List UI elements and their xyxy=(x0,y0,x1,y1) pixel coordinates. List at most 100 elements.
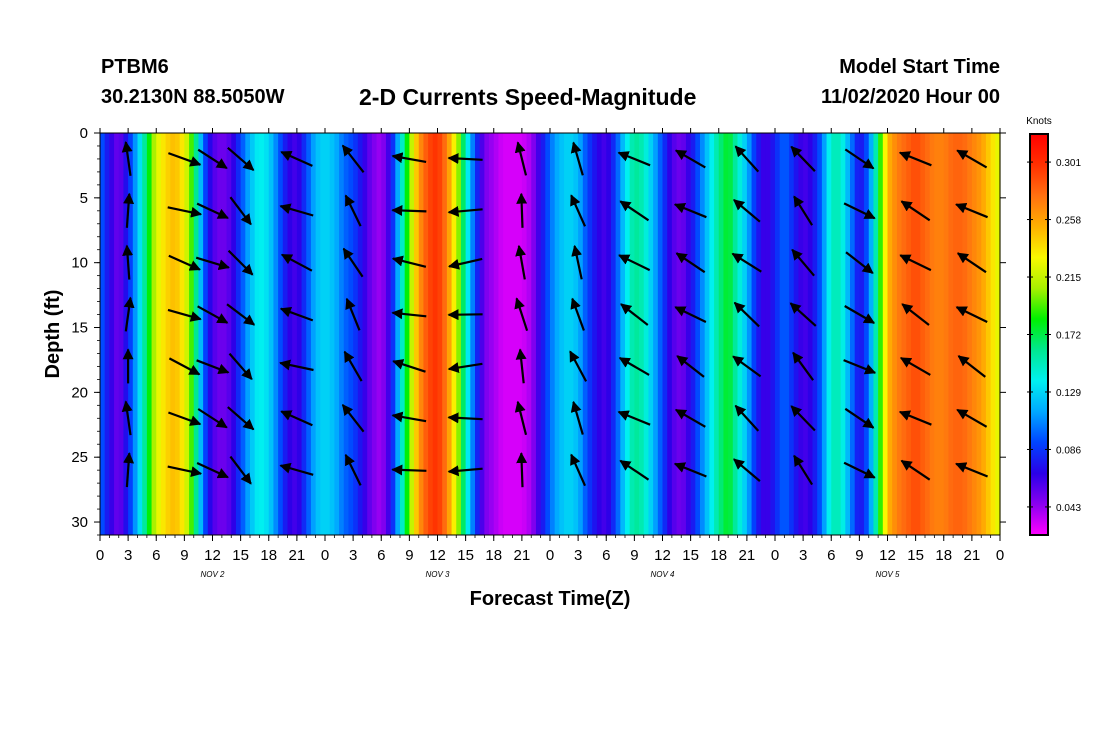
current-vector xyxy=(229,455,252,485)
heatmap-cell xyxy=(278,133,284,535)
x-tick-label: 9 xyxy=(180,547,188,564)
heatmap-cell xyxy=(221,133,228,535)
heatmap-cell xyxy=(306,133,312,535)
y-tick-label: 15 xyxy=(71,320,88,337)
heatmap-cell xyxy=(189,133,195,535)
heatmap-cell xyxy=(559,133,565,535)
heatmap-cell xyxy=(976,133,982,535)
current-vector xyxy=(196,462,229,479)
current-vector xyxy=(515,244,527,280)
current-vector xyxy=(279,306,314,322)
current-vector xyxy=(197,408,228,429)
x-tick-label: 21 xyxy=(289,547,306,564)
current-vector xyxy=(514,400,528,436)
heatmap-cell xyxy=(878,133,884,535)
heatmap-cell xyxy=(835,133,842,535)
current-vector xyxy=(790,405,816,432)
current-vector xyxy=(733,458,761,482)
heatmap-cell xyxy=(756,133,762,535)
heatmap-cell xyxy=(821,133,828,535)
heatmap-cell xyxy=(460,133,467,535)
heatmap-cell xyxy=(217,133,223,535)
heatmap-cell xyxy=(446,133,453,535)
y-axis: 0 5 10 15 20 25 30 xyxy=(71,125,1006,536)
heatmap-cell xyxy=(601,133,607,535)
current-vector xyxy=(899,254,932,272)
colorbar-label: 0.172 xyxy=(1056,331,1081,342)
current-vector xyxy=(791,248,815,277)
heatmap-cell xyxy=(812,133,818,535)
heatmap-cell xyxy=(184,133,190,535)
heatmap-cell xyxy=(850,133,856,535)
x-tick-label: 0 xyxy=(96,547,104,564)
heatmap-cell xyxy=(582,133,589,535)
heatmap-cell xyxy=(390,133,396,535)
current-vector xyxy=(674,149,706,169)
current-vector xyxy=(570,400,584,435)
colorbar-label: 0.043 xyxy=(1056,503,1081,514)
heatmap-cell xyxy=(381,133,387,535)
heatmap-cell xyxy=(329,133,335,535)
current-vector xyxy=(676,355,705,378)
heatmap-cell xyxy=(395,133,401,535)
heatmap-cell xyxy=(165,133,171,535)
heatmap-cell xyxy=(507,133,514,535)
heatmap-cell xyxy=(615,133,621,535)
heatmap-cell xyxy=(657,133,664,535)
heatmap-cell xyxy=(146,133,153,535)
heatmap-cell xyxy=(531,133,537,535)
current-vector xyxy=(570,194,587,227)
heatmap-cell xyxy=(906,133,912,535)
current-vector xyxy=(844,407,875,429)
heatmap-cell xyxy=(681,133,687,535)
current-vector xyxy=(733,301,760,328)
heatmap-cell xyxy=(451,133,457,535)
current-vector xyxy=(673,462,707,478)
heatmap-cell xyxy=(873,133,879,535)
current-vector xyxy=(793,195,814,226)
heatmap-cell xyxy=(606,133,612,535)
colorbar-label: 0.215 xyxy=(1056,273,1081,284)
x-tick-label: 12 xyxy=(879,547,896,564)
heatmap-cell xyxy=(521,133,528,535)
current-vector xyxy=(955,203,989,219)
current-vector xyxy=(619,200,650,222)
heatmap-cell xyxy=(137,133,143,535)
day-label: NOV 2 xyxy=(200,570,225,579)
current-vector xyxy=(898,151,932,167)
x-tick-label: 15 xyxy=(232,547,249,564)
heatmap-cell xyxy=(962,133,968,535)
heatmap-cell xyxy=(357,133,364,535)
heatmap-cell xyxy=(667,133,673,535)
heatmap-cell xyxy=(943,133,950,535)
x-tick-label: 12 xyxy=(654,547,671,564)
heatmap-cell xyxy=(250,133,256,535)
heatmap-cell xyxy=(864,133,870,535)
colorbar-label: 0.258 xyxy=(1056,216,1081,227)
current-vector xyxy=(843,202,876,220)
day-label: NOV 4 xyxy=(650,570,675,579)
heatmap-cell xyxy=(489,133,495,535)
current-vector xyxy=(448,257,483,270)
heatmap-cell xyxy=(442,133,448,535)
heatmap-cell xyxy=(859,133,865,535)
heatmap-cell xyxy=(315,133,321,535)
heatmap-cell xyxy=(268,133,275,535)
heatmap-cell xyxy=(648,133,654,535)
heatmap-cell xyxy=(639,133,645,535)
current-vector xyxy=(342,247,364,278)
current-vector xyxy=(447,362,483,373)
current-vector xyxy=(899,356,931,376)
heatmap-cell xyxy=(775,133,781,535)
heatmap-cell xyxy=(751,133,757,535)
current-vector xyxy=(167,308,202,322)
current-vector xyxy=(341,404,365,433)
heatmap-cell xyxy=(671,133,678,535)
heatmap-cell xyxy=(803,133,809,535)
x-tick-label: 0 xyxy=(546,547,554,564)
heatmap-cell xyxy=(868,133,875,535)
speed-heatmap xyxy=(100,133,1001,535)
heatmap-cell xyxy=(573,133,579,535)
heatmap-cell xyxy=(292,133,298,535)
heatmap-cell xyxy=(231,133,237,535)
